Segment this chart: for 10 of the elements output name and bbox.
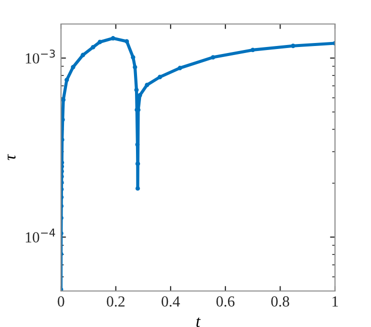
y-tick-label: 10$^{−3}$ [26, 50, 55, 64]
x-tick-label: 0.2 [106, 296, 125, 307]
y-tick-label: 10$^{−4}$ [26, 228, 56, 242]
x-tick-label: 0.6 [216, 296, 234, 307]
x-tick-label: 0.4 [162, 296, 180, 307]
x-tick-label: 1 [332, 296, 338, 306]
x-tick-label: 0.8 [271, 296, 290, 307]
x-axis-title: t [196, 317, 201, 327]
x-tick-label: 0 [58, 296, 64, 307]
y-axis-title: τ [8, 154, 16, 160]
